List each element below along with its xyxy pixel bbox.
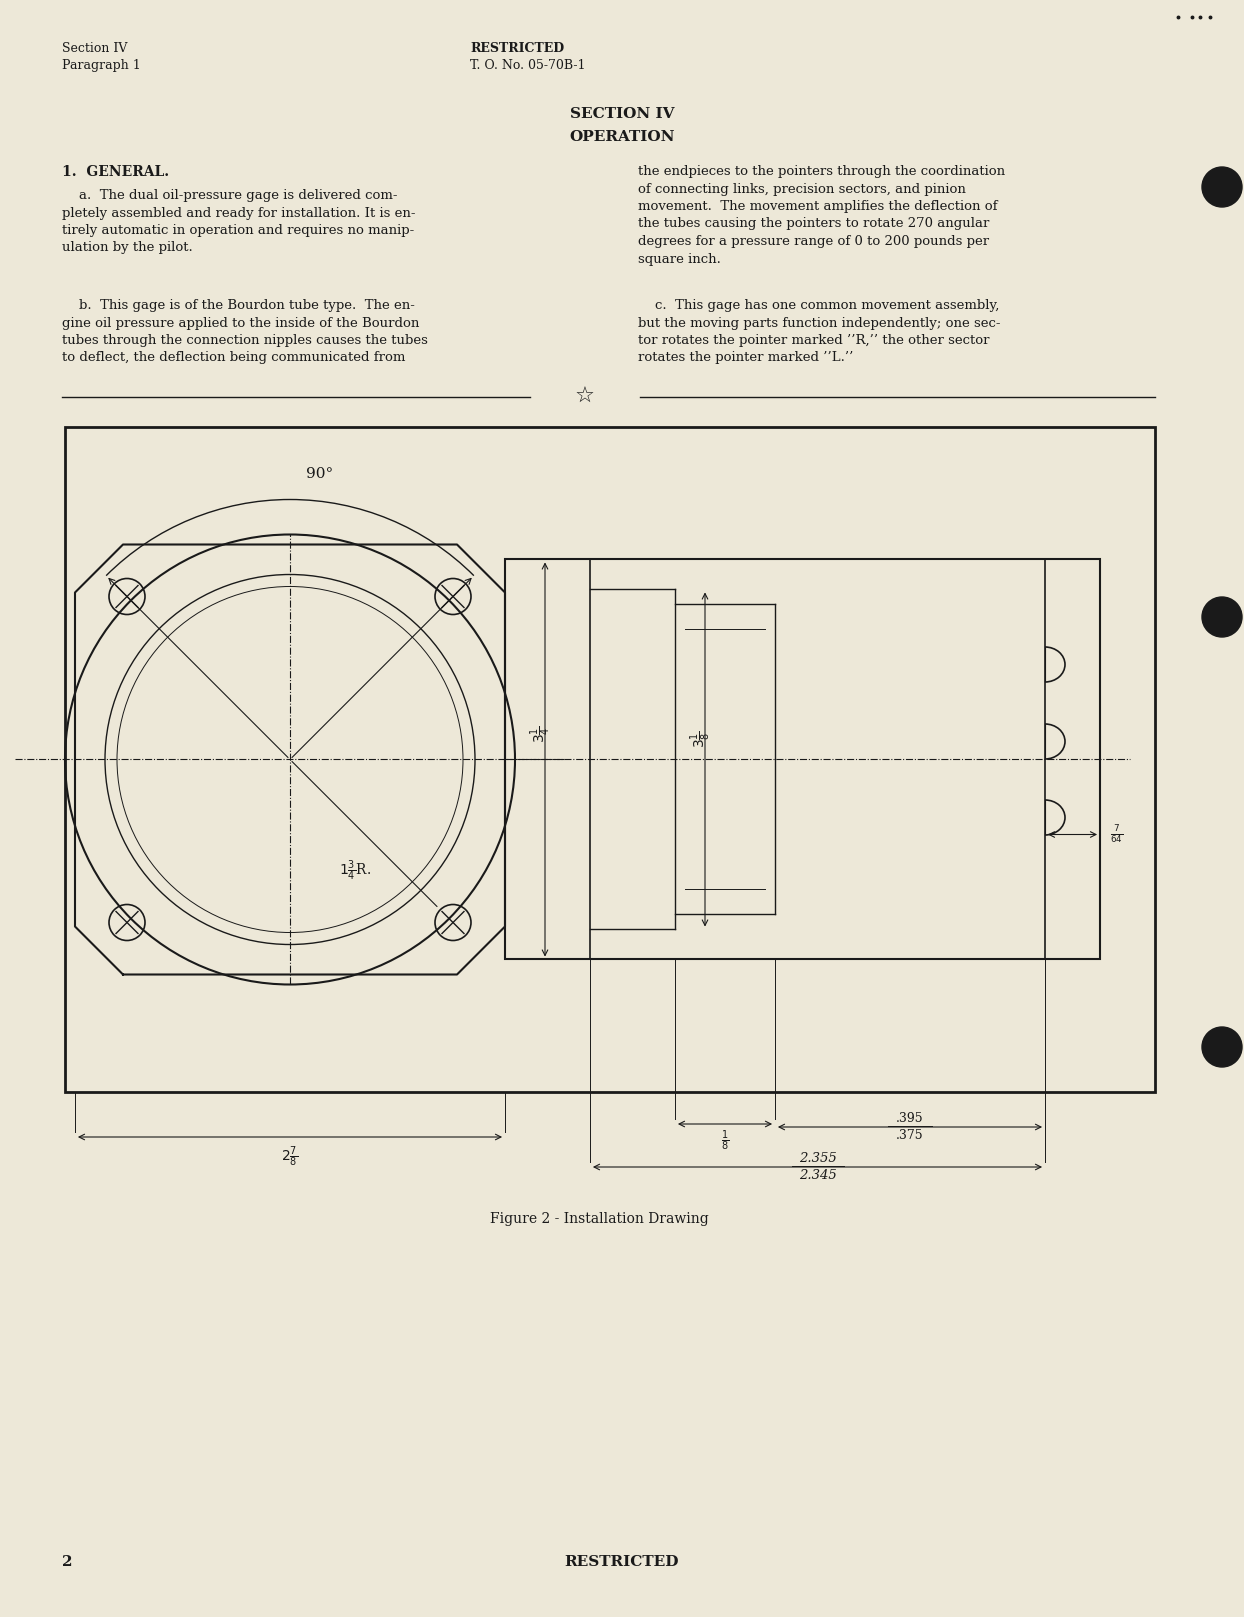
- Text: $\frac{7}{64}$: $\frac{7}{64}$: [1110, 823, 1123, 846]
- Text: 2: 2: [62, 1556, 72, 1568]
- Text: Section IV: Section IV: [62, 42, 127, 55]
- Text: c.  This gage has one common movement assembly,
but the moving parts function in: c. This gage has one common movement ass…: [638, 299, 1000, 364]
- Bar: [65, 427, 1154, 1091]
- Text: .395: .395: [896, 1112, 924, 1125]
- Text: b.  This gage is of the Bourdon tube type.  The en-
gine oil pressure applied to: b. This gage is of the Bourdon tube type…: [62, 299, 428, 364]
- Text: 2.355: 2.355: [799, 1151, 836, 1164]
- Circle shape: [1202, 167, 1242, 207]
- Text: OPERATION: OPERATION: [570, 129, 674, 144]
- Text: a.  The dual oil-pressure gage is delivered com-
pletely assembled and ready for: a. The dual oil-pressure gage is deliver…: [62, 189, 415, 254]
- Text: 2.345: 2.345: [799, 1169, 836, 1182]
- Text: $3\frac{1}{8}$: $3\frac{1}{8}$: [689, 731, 713, 749]
- Text: $2\frac{7}{8}$: $2\frac{7}{8}$: [281, 1145, 299, 1169]
- Text: the endpieces to the pointers through the coordination
of connecting links, prec: the endpieces to the pointers through th…: [638, 165, 1005, 265]
- Text: 90°: 90°: [306, 467, 333, 482]
- Text: $\frac{1}{8}$: $\frac{1}{8}$: [722, 1129, 729, 1153]
- Circle shape: [1202, 597, 1242, 637]
- Text: $1\frac{3}{4}$R.: $1\frac{3}{4}$R.: [338, 859, 371, 883]
- Bar: [505, 559, 1100, 959]
- Text: RESTRICTED: RESTRICTED: [470, 42, 564, 55]
- Text: 1.  GENERAL.: 1. GENERAL.: [62, 165, 169, 179]
- Text: ☆: ☆: [575, 386, 595, 407]
- Text: Paragraph 1: Paragraph 1: [62, 58, 141, 73]
- Text: $3\frac{1}{4}$: $3\frac{1}{4}$: [529, 726, 554, 742]
- Text: .375: .375: [896, 1129, 924, 1142]
- Circle shape: [1202, 1027, 1242, 1067]
- Text: T. O. No. 05-70B-1: T. O. No. 05-70B-1: [470, 58, 586, 73]
- Text: SECTION IV: SECTION IV: [570, 107, 674, 121]
- Text: Figure 2 - Installation Drawing: Figure 2 - Installation Drawing: [490, 1213, 709, 1226]
- Text: RESTRICTED: RESTRICTED: [565, 1556, 679, 1568]
